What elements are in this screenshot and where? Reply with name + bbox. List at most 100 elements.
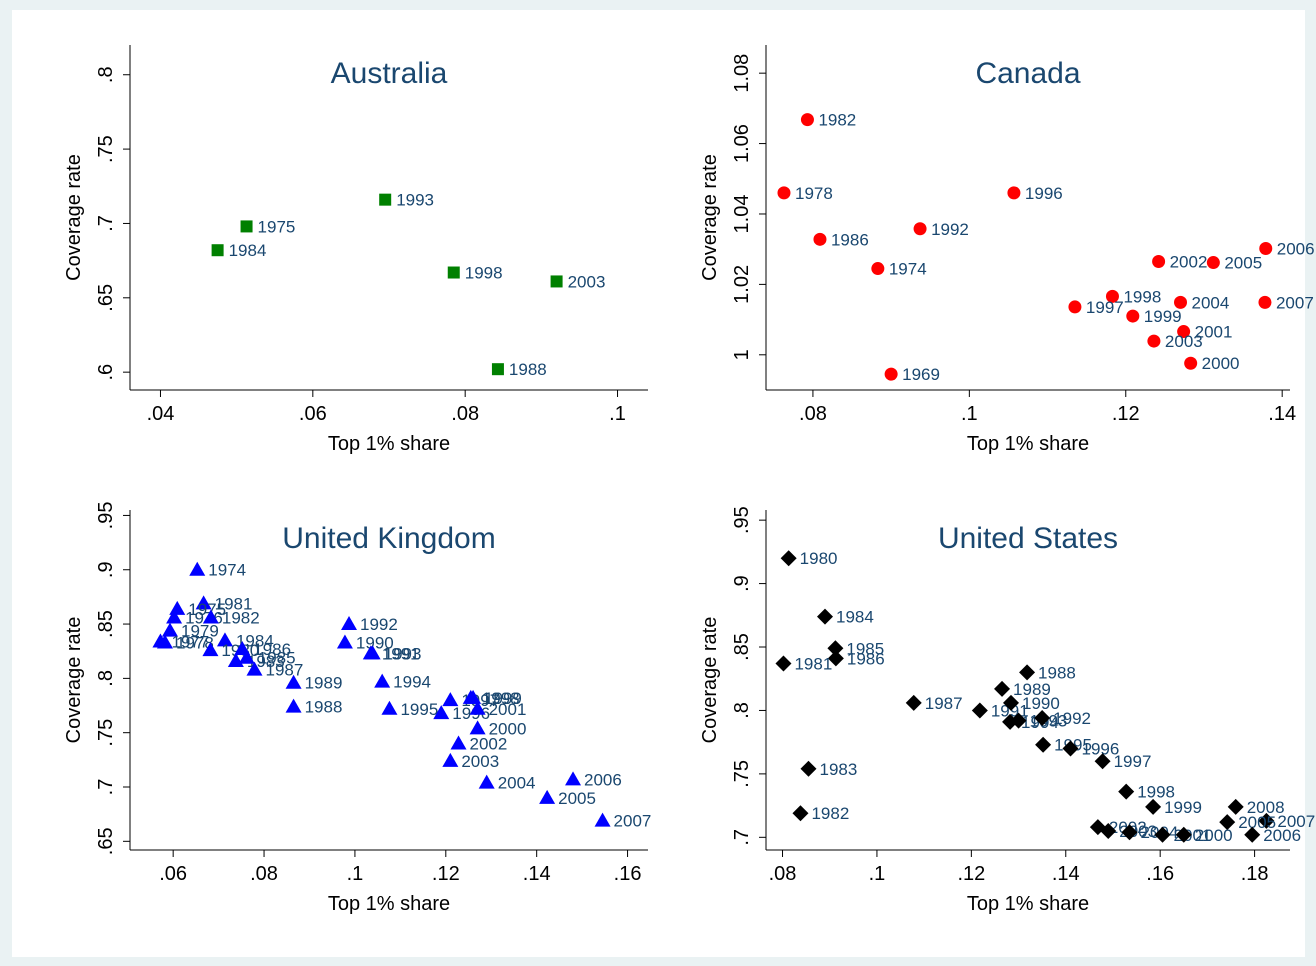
- x-tick-label: .1: [869, 863, 886, 885]
- data-point: [1010, 712, 1027, 729]
- data-point: [1244, 826, 1261, 843]
- data-point: [1175, 826, 1192, 843]
- y-axis-title: Coverage rate: [63, 154, 85, 281]
- data-point: [447, 266, 460, 279]
- x-tick-label: .1: [347, 863, 364, 885]
- y-tick-label: .75: [95, 719, 117, 747]
- y-tick-label: 1.04: [731, 195, 753, 234]
- data-point: [341, 616, 358, 631]
- x-tick-label: .08: [799, 403, 827, 425]
- y-tick-label: .75: [731, 760, 753, 788]
- data-label: 1983: [819, 760, 857, 779]
- data-point: [1126, 309, 1140, 323]
- y-tick-label: .65: [95, 827, 117, 855]
- x-tick-label: .12: [957, 863, 985, 885]
- data-label: 2003: [1165, 332, 1203, 351]
- data-point: [1219, 814, 1236, 831]
- data-point: [1105, 289, 1119, 303]
- y-tick-label: .65: [95, 284, 117, 312]
- data-point: [1184, 356, 1198, 370]
- data-label: 1980: [800, 549, 838, 568]
- data-label: 2008: [1247, 798, 1285, 817]
- data-point: [156, 634, 173, 649]
- data-point: [379, 193, 392, 206]
- data-label: 2000: [489, 719, 527, 738]
- data-point: [469, 720, 486, 735]
- data-label: 2002: [1170, 253, 1208, 272]
- data-label: 1986: [831, 230, 869, 249]
- y-tick-label: .85: [95, 610, 117, 638]
- data-point: [285, 698, 302, 713]
- data-label: 1981: [794, 655, 832, 674]
- data-point: [1007, 186, 1021, 200]
- x-tick-label: .08: [451, 403, 479, 425]
- data-point: [491, 363, 504, 376]
- data-point: [1147, 334, 1161, 348]
- data-point: [905, 694, 922, 711]
- data-point: [1118, 783, 1135, 800]
- data-point: [1094, 753, 1111, 770]
- data-point: [465, 689, 482, 704]
- data-point: [1259, 241, 1273, 255]
- data-point: [971, 702, 988, 719]
- y-tick-label: 1.08: [731, 54, 753, 93]
- y-tick-label: .85: [731, 633, 753, 661]
- data-point: [374, 673, 391, 688]
- y-tick-label: .95: [731, 506, 753, 534]
- data-label: 1998: [1123, 287, 1161, 306]
- data-point: [539, 789, 556, 804]
- data-label: 1985: [846, 639, 884, 658]
- data-point: [211, 244, 224, 257]
- data-label: 1977: [171, 632, 209, 651]
- x-tick-label: .1: [961, 403, 978, 425]
- data-label: 1982: [818, 111, 856, 130]
- data-point: [775, 655, 792, 672]
- data-point: [450, 735, 467, 750]
- data-label: 1978: [176, 634, 214, 653]
- data-label: 2003: [568, 272, 606, 291]
- data-label: 1988: [509, 360, 547, 379]
- y-tick-label: .6: [95, 364, 117, 381]
- y-tick-label: .8: [95, 66, 117, 83]
- data-label: 1992: [1053, 709, 1091, 728]
- data-point: [1003, 694, 1020, 711]
- data-point: [1145, 798, 1162, 815]
- y-axis-title: Coverage rate: [63, 617, 85, 744]
- data-label: 1999: [1164, 798, 1202, 817]
- data-label: 2007: [1276, 293, 1314, 312]
- x-tick-label: .16: [614, 863, 642, 885]
- data-point: [442, 692, 459, 707]
- data-point: [246, 661, 263, 676]
- data-label: 2005: [1238, 813, 1276, 832]
- data-point: [442, 752, 459, 767]
- data-point: [1152, 255, 1166, 269]
- y-tick-label: 1: [731, 349, 753, 360]
- data-point: [1174, 295, 1188, 309]
- data-point: [1206, 256, 1220, 270]
- data-label: 1993: [384, 644, 422, 663]
- data-label: 1998: [482, 689, 520, 708]
- panel-united-kingdom: .06 .08 .1 .12 .14 .16 .65 .7 .75 .8 .85 .9 .95 Top 1…: [63, 502, 651, 915]
- panel-australia: .04 .06 .08 .1 .6 .65 .7 .75 .8 Top 1% share Cover…: [63, 45, 648, 455]
- data-point: [1062, 740, 1079, 757]
- data-label: 1984: [236, 631, 274, 650]
- y-tick-label: .9: [731, 575, 753, 592]
- y-tick-label: .8: [95, 670, 117, 687]
- data-label: 1994: [393, 673, 431, 692]
- data-point: [594, 812, 611, 827]
- data-point: [1034, 710, 1051, 727]
- y-tick-label: .75: [95, 135, 117, 163]
- x-axis-title: Top 1% share: [967, 433, 1089, 455]
- data-label: 1981: [215, 594, 253, 613]
- data-label: 1975: [188, 600, 226, 619]
- data-point: [994, 680, 1011, 697]
- y-tick-label: .9: [95, 561, 117, 578]
- x-tick-label: .12: [1112, 403, 1140, 425]
- data-label: 1978: [795, 184, 833, 203]
- x-tick-label: .1: [609, 403, 626, 425]
- y-tick-label: .95: [95, 502, 117, 530]
- data-point: [189, 561, 206, 576]
- data-point: [195, 595, 212, 610]
- x-tick-label: .14: [1268, 403, 1296, 425]
- data-point: [285, 674, 302, 689]
